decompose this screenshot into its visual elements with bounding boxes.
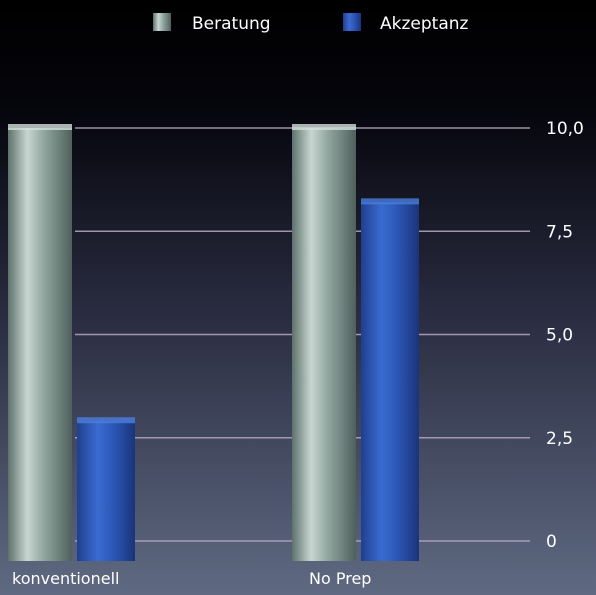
bar-top-beratung-konventionell — [8, 124, 72, 130]
legend-swatch-akzeptanz — [343, 13, 361, 31]
legend-label-beratung: Beratung — [192, 14, 271, 34]
legend-label-akzeptanz: Akzeptanz — [380, 14, 469, 34]
y-tick-label: 0 — [546, 532, 557, 552]
legend-swatch-beratung — [153, 13, 171, 31]
y-tick-label: 7,5 — [546, 222, 573, 242]
bar-beratung-no-prep — [292, 128, 356, 561]
bar-top-akzeptanz-no-prep — [361, 198, 419, 205]
y-tick-label: 10,0 — [546, 119, 584, 139]
legend: Beratung Akzeptanz — [153, 13, 469, 34]
bar-akzeptanz-konventionell — [77, 421, 135, 561]
y-tick-label: 2,5 — [546, 429, 573, 449]
bar-akzeptanz-no-prep — [361, 202, 419, 561]
y-tick-label: 5,0 — [546, 326, 573, 346]
bar-beratung-konventionell — [8, 128, 72, 561]
bar-top-akzeptanz-konventionell — [77, 417, 135, 424]
y-axis-ticks: 0 2,5 5,0 7,5 10,0 — [546, 119, 584, 552]
bar-top-beratung-no-prep — [292, 124, 356, 130]
x-tick-label-konventionell: konventionell — [12, 569, 119, 588]
x-tick-label-no-prep: No Prep — [309, 569, 371, 588]
bars — [8, 124, 419, 561]
x-axis-labels: konventionell No Prep — [12, 569, 371, 588]
